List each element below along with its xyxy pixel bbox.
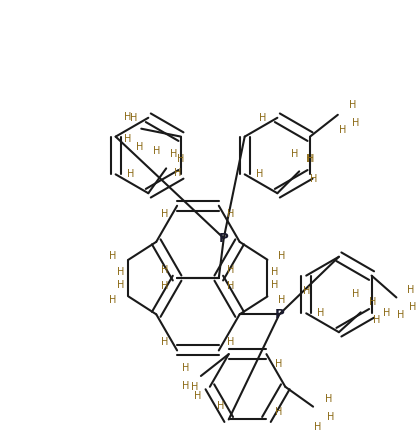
- Text: H: H: [307, 154, 315, 165]
- Text: H: H: [227, 281, 234, 291]
- Text: H: H: [317, 308, 325, 318]
- Text: H: H: [306, 154, 314, 165]
- Text: H: H: [117, 267, 124, 277]
- Text: H: H: [349, 100, 357, 110]
- Text: H: H: [303, 286, 310, 295]
- Text: H: H: [171, 150, 178, 159]
- Text: H: H: [194, 391, 202, 401]
- Text: H: H: [117, 279, 124, 290]
- Text: H: H: [259, 113, 266, 123]
- Text: H: H: [256, 170, 263, 179]
- Text: H: H: [109, 295, 116, 305]
- Text: H: H: [407, 284, 414, 295]
- Text: H: H: [227, 337, 234, 348]
- Text: H: H: [161, 265, 169, 275]
- Text: H: H: [174, 168, 182, 178]
- Text: H: H: [327, 412, 335, 421]
- Text: H: H: [373, 315, 380, 325]
- Text: H: H: [397, 310, 404, 320]
- Text: H: H: [369, 297, 377, 307]
- Text: H: H: [177, 154, 185, 165]
- Text: H: H: [182, 363, 190, 373]
- Text: H: H: [339, 125, 347, 135]
- Text: H: H: [191, 382, 198, 392]
- Text: H: H: [136, 142, 143, 152]
- Text: H: H: [227, 209, 234, 218]
- Text: H: H: [409, 302, 416, 312]
- Text: H: H: [161, 281, 169, 291]
- Text: H: H: [153, 146, 160, 156]
- Text: H: H: [310, 174, 318, 184]
- Text: H: H: [124, 112, 131, 122]
- Text: H: H: [227, 265, 234, 275]
- Text: H: H: [278, 251, 285, 261]
- Text: H: H: [325, 394, 333, 404]
- Text: H: H: [182, 381, 190, 391]
- Text: H: H: [124, 134, 131, 144]
- Text: H: H: [130, 113, 137, 123]
- Text: H: H: [271, 279, 278, 290]
- Text: H: H: [217, 400, 224, 411]
- Text: H: H: [314, 421, 322, 432]
- Text: H: H: [352, 289, 359, 299]
- Text: H: H: [291, 149, 298, 158]
- Text: H: H: [127, 170, 134, 179]
- Text: H: H: [275, 407, 282, 417]
- Text: H: H: [109, 251, 116, 261]
- Text: P: P: [274, 308, 284, 321]
- Text: H: H: [352, 118, 359, 128]
- Text: H: H: [161, 337, 169, 348]
- Text: H: H: [383, 308, 390, 318]
- Text: H: H: [161, 209, 169, 218]
- Text: H: H: [271, 267, 278, 277]
- Text: P: P: [219, 232, 229, 245]
- Text: H: H: [278, 295, 285, 305]
- Text: H: H: [275, 359, 282, 369]
